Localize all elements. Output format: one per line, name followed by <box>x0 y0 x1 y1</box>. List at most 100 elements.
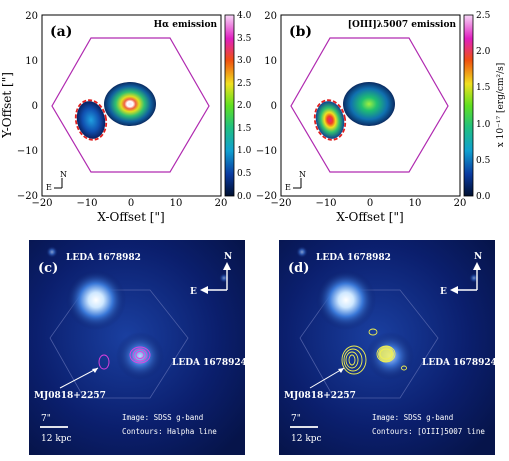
cbar-tick: 0.5 <box>476 156 491 166</box>
target-ellipse-b <box>313 99 347 141</box>
y-tick: −10 <box>256 146 277 157</box>
compass-n-label-c: N <box>224 252 232 262</box>
compass-n-label-a: N <box>60 170 67 179</box>
cbar-tick: 1.5 <box>476 83 491 93</box>
cbar-tick: 0.0 <box>237 192 252 202</box>
target-arrow-c <box>59 367 99 389</box>
colorbar-unit-label: x 10⁻¹⁷ [erg/cm²/s] <box>496 63 506 148</box>
colorbar-b <box>463 14 474 197</box>
y-axis-label: Y-Offset ["] <box>0 72 14 139</box>
panel-b: (b) [OIII]λ5007 emission N E −20 −10 0 1… <box>256 11 506 224</box>
image-note-c: Image: SDSS g-band <box>122 413 203 422</box>
galaxy-label-right-c: LEDA 1678924 <box>172 358 247 368</box>
panel-d: (d) LEDA 1678982 LEDA 1678924 MJ0818+225… <box>279 240 497 455</box>
scale-kpc-d: 12 kpc <box>291 434 322 444</box>
y-tick: 20 <box>264 11 277 22</box>
x-tick: 0 <box>128 198 134 209</box>
star-d <box>296 246 308 258</box>
contour-note-c: Contours: Halpha line <box>122 427 217 436</box>
emission-blob-target-a <box>76 101 106 139</box>
scale-kpc-c: 12 kpc <box>41 434 72 444</box>
galaxy-leda-1678982-d <box>316 270 376 330</box>
panel-tag-d: (d) <box>288 261 309 276</box>
x-ticks-a: −20 −10 0 10 20 <box>31 198 227 209</box>
panel-tag-c: (c) <box>38 261 58 276</box>
compass-e-label-d: E <box>440 287 447 297</box>
panel-title-b: [OIII]λ5007 emission <box>348 20 457 30</box>
cbar-tick: 2.5 <box>237 79 252 89</box>
x-tick: 20 <box>454 198 467 209</box>
x-tick: −20 <box>270 198 291 209</box>
cbar-tick: 3.0 <box>237 56 252 66</box>
galaxy-leda-1678924-c <box>116 332 164 380</box>
star-c <box>46 246 58 258</box>
compass-e-head-c <box>200 286 208 294</box>
emission-blob-main-b <box>343 82 395 126</box>
compass-n-head-d <box>473 262 481 270</box>
panel-tag-b: (b) <box>289 24 312 40</box>
hexagon-a <box>51 37 210 173</box>
x-ticks-b: −20 −10 0 10 20 <box>270 198 466 209</box>
emission-blob-target-b <box>315 101 345 139</box>
cbar-tick: 2.5 <box>476 11 491 21</box>
cbar-tick: 2.0 <box>476 47 491 57</box>
colorbar-ticks-b: 2.5 2.0 1.5 1.0 0.5 0.0 <box>476 11 491 202</box>
compass-e-label-c: E <box>190 287 197 297</box>
y-tick: 20 <box>25 11 38 22</box>
hexagon-d <box>299 289 439 399</box>
contours-c <box>98 346 151 370</box>
compass-e-label-a: E <box>46 183 52 192</box>
target-label-d: MJ0818+2257 <box>284 391 356 401</box>
cbar-tick: 4.0 <box>237 11 252 21</box>
galaxy-label-right-d: LEDA 1678924 <box>422 358 497 368</box>
cbar-tick: 3.5 <box>237 34 252 44</box>
cbar-tick: 1.0 <box>237 146 252 156</box>
galaxy-label-top-c: LEDA 1678982 <box>66 253 141 263</box>
galaxy-label-top-d: LEDA 1678982 <box>316 253 391 263</box>
target-label-c: MJ0818+2257 <box>34 391 106 401</box>
y-tick: 10 <box>264 56 277 67</box>
x-tick: 20 <box>215 198 228 209</box>
galaxy-leda-1678982-c <box>66 270 126 330</box>
y-tick: −20 <box>256 191 277 202</box>
panel-tag-a: (a) <box>50 24 72 40</box>
cbar-tick: 2.0 <box>237 101 252 111</box>
x-tick: 10 <box>170 198 183 209</box>
colorbar-ticks-a: 4.0 3.5 3.0 2.5 2.0 1.5 1.0 0.5 0.0 <box>237 11 252 202</box>
hexagon-b <box>290 37 449 173</box>
target-ellipse-a <box>74 99 108 141</box>
x-tick: −10 <box>315 198 336 209</box>
scale-arcsec-d: 7" <box>291 414 301 424</box>
x-axis-label-a: X-Offset ["] <box>97 210 164 224</box>
y-tick: −20 <box>17 191 38 202</box>
x-tick: −10 <box>76 198 97 209</box>
image-note-d: Image: SDSS g-band <box>372 413 453 422</box>
scale-arcsec-c: 7" <box>41 414 51 424</box>
y-tick: 0 <box>32 101 38 112</box>
y-ticks-a: 20 10 0 −10 −20 <box>17 11 38 202</box>
compass-n-label-d: N <box>474 252 482 262</box>
compass-n-head-c <box>223 262 231 270</box>
y-tick: −10 <box>17 146 38 157</box>
y-tick: 10 <box>25 56 38 67</box>
cbar-tick: 1.0 <box>476 120 491 130</box>
x-tick: 10 <box>409 198 422 209</box>
target-arrowhead-c <box>92 368 98 373</box>
x-axis-label-b: X-Offset ["] <box>336 210 403 224</box>
cbar-tick: 1.5 <box>237 124 252 134</box>
hexagon-c <box>49 289 189 399</box>
y-ticks-b: 20 10 0 −10 −20 <box>256 11 277 202</box>
x-tick: 0 <box>367 198 373 209</box>
compass-e-head-d <box>450 286 458 294</box>
cbar-tick: 0.0 <box>476 192 491 202</box>
cbar-tick: 0.5 <box>237 169 252 179</box>
x-tick: −20 <box>31 198 52 209</box>
contour-note-d: Contours: [OIII]5007 line <box>372 427 485 436</box>
emission-blob-main-a <box>104 82 156 126</box>
colorbar-a <box>224 14 235 197</box>
compass-n-label-b: N <box>299 170 306 179</box>
panel-title-a: Hα emission <box>154 20 218 30</box>
panel-a: (a) Hα emission N E −20 −10 0 10 20 20 1… <box>0 11 252 224</box>
compass-e-label-b: E <box>285 183 291 192</box>
